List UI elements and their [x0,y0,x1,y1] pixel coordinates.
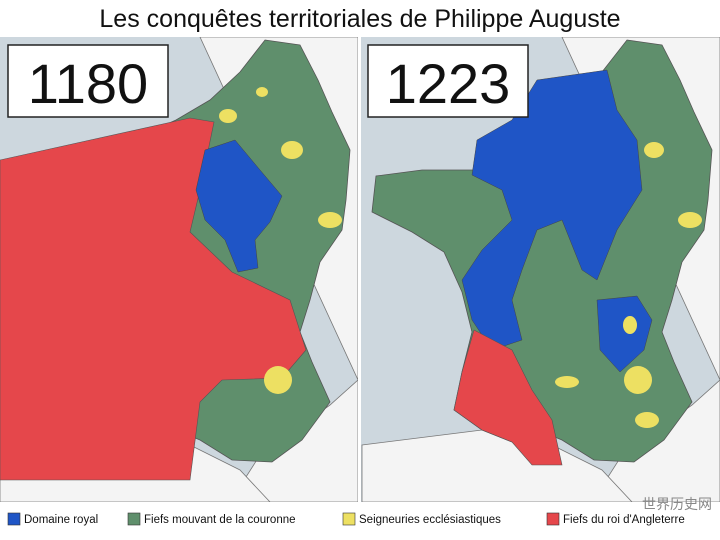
legend-label: Domaine royal [24,514,98,526]
legend-label: Fiefs du roi d'Angleterre [563,514,685,526]
map-title: Les conquêtes territoriales de Philippe … [99,5,620,33]
legend-swatch [127,512,141,526]
year-label: 1180 [28,52,148,115]
map-1223: 1223 [361,37,720,502]
legend-label: Seigneuries ecclésiastiques [359,514,501,526]
year-label: 1223 [386,52,511,115]
title-bar [0,0,720,37]
legend-swatch [7,512,21,526]
map-1180: 1180 [0,37,358,502]
legend-label: Fiefs mouvant de la couronne [144,514,296,526]
legend-swatch [546,512,560,526]
legend [0,502,720,540]
legend-items: Domaine royal Fiefs mouvant de la couronn… [7,512,685,526]
watermark: 世界历史网 [642,496,712,512]
legend-swatch [342,512,356,526]
